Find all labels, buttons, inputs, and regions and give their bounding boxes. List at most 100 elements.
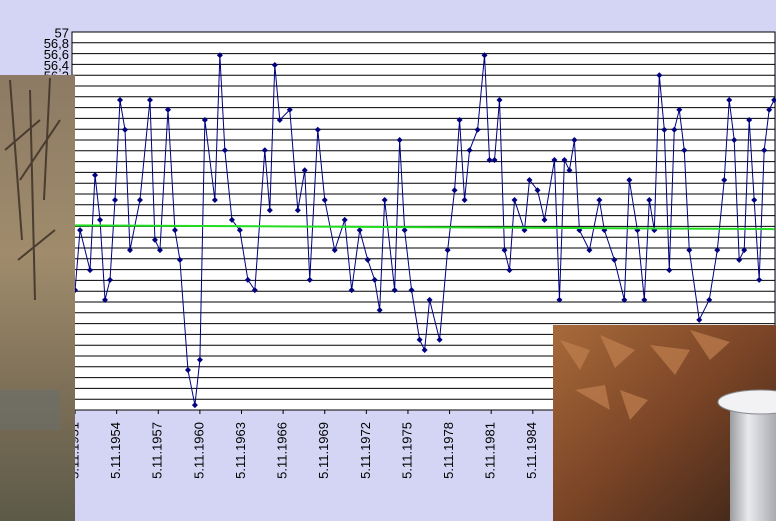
data-point <box>251 287 258 294</box>
x-tick-label: 5.11.1954 <box>108 422 123 479</box>
data-point <box>721 176 728 183</box>
data-point <box>541 216 548 223</box>
water <box>0 390 60 430</box>
data-point <box>436 336 443 343</box>
branches <box>4 77 61 301</box>
data-point <box>511 196 518 203</box>
data-point <box>746 117 753 124</box>
data-point <box>766 106 773 113</box>
data-point <box>571 137 578 143</box>
data-point <box>107 276 114 283</box>
x-tick-label: 5.11.1960 <box>191 422 206 479</box>
data-point <box>491 156 498 163</box>
data-point <box>556 296 563 303</box>
data-point <box>321 196 328 203</box>
pot-rim <box>717 389 776 415</box>
data-point <box>706 296 713 303</box>
data-point <box>561 156 568 163</box>
data-point <box>276 117 283 124</box>
leaves <box>560 330 730 420</box>
data-point <box>286 106 293 113</box>
data-point <box>92 172 99 179</box>
data-point <box>176 256 183 263</box>
data-point <box>221 147 228 154</box>
data-point <box>756 276 763 283</box>
data-point <box>641 296 648 303</box>
data-point <box>228 216 235 223</box>
data-point <box>306 276 313 283</box>
data-point <box>731 137 738 143</box>
x-tick-label: 5.11.1969 <box>316 422 331 479</box>
data-point <box>696 316 703 323</box>
data-point <box>314 126 321 133</box>
data-point <box>116 97 123 104</box>
data-point <box>486 156 493 163</box>
y-tick-label: 57 <box>55 25 69 40</box>
data-point <box>611 256 618 263</box>
data-point <box>421 347 428 354</box>
data-point <box>496 97 503 104</box>
data-point <box>146 97 153 104</box>
data-point <box>741 247 748 254</box>
data-point <box>461 196 468 203</box>
x-tick-label: 5.11.1984 <box>524 422 539 479</box>
photo-leaves <box>553 325 776 521</box>
data-point <box>426 296 433 303</box>
x-tick-label: 5.11.1957 <box>150 422 165 479</box>
data-point <box>444 247 451 254</box>
data-point <box>102 296 109 303</box>
data-point <box>666 267 673 274</box>
data-point <box>341 216 348 223</box>
data-point <box>751 196 758 203</box>
data-point <box>726 97 733 104</box>
data-point <box>396 137 403 143</box>
data-point <box>171 227 178 234</box>
data-point <box>376 307 383 314</box>
x-tick-label: 5.11.1975 <box>399 422 414 479</box>
data-point <box>416 336 423 343</box>
data-point <box>736 256 743 263</box>
data-point <box>191 402 198 409</box>
data-point <box>156 247 163 254</box>
x-tick-label: 5.11.1972 <box>358 422 373 479</box>
data-point <box>356 227 363 234</box>
data-point <box>656 72 663 79</box>
data-point <box>714 247 721 254</box>
data-point <box>371 276 378 283</box>
data-point <box>451 187 458 194</box>
data-point <box>466 147 473 154</box>
x-tick-label: 5.11.1963 <box>233 422 248 479</box>
data-point <box>211 196 218 203</box>
data-point <box>506 267 513 274</box>
data-point <box>331 247 338 254</box>
data-point <box>266 207 273 214</box>
data-point <box>294 207 301 214</box>
data-point <box>364 256 371 263</box>
data-point <box>121 126 128 133</box>
data-point <box>481 52 488 59</box>
data-point <box>408 287 415 294</box>
x-tick-label: 5.11.1981 <box>483 422 498 479</box>
data-point <box>151 236 158 243</box>
x-tick-label: 5.11.1966 <box>275 422 290 479</box>
y-tick-label: 56,8 <box>44 36 69 51</box>
data-point <box>87 267 94 274</box>
data-point <box>474 126 481 133</box>
data-point <box>236 227 243 234</box>
data-point <box>621 296 628 303</box>
data-point <box>676 106 683 113</box>
data-point <box>586 247 593 254</box>
data-point <box>271 61 278 68</box>
data-point <box>201 117 208 124</box>
data-point <box>244 276 251 283</box>
data-point <box>551 156 558 163</box>
data-point <box>381 196 388 203</box>
x-axis: 5.11.19515.11.19545.11.19575.11.19605.11… <box>66 410 539 479</box>
data-point <box>391 287 398 294</box>
series <box>72 52 776 409</box>
data-point <box>196 356 203 363</box>
pot <box>730 400 776 521</box>
data-point <box>661 126 668 133</box>
